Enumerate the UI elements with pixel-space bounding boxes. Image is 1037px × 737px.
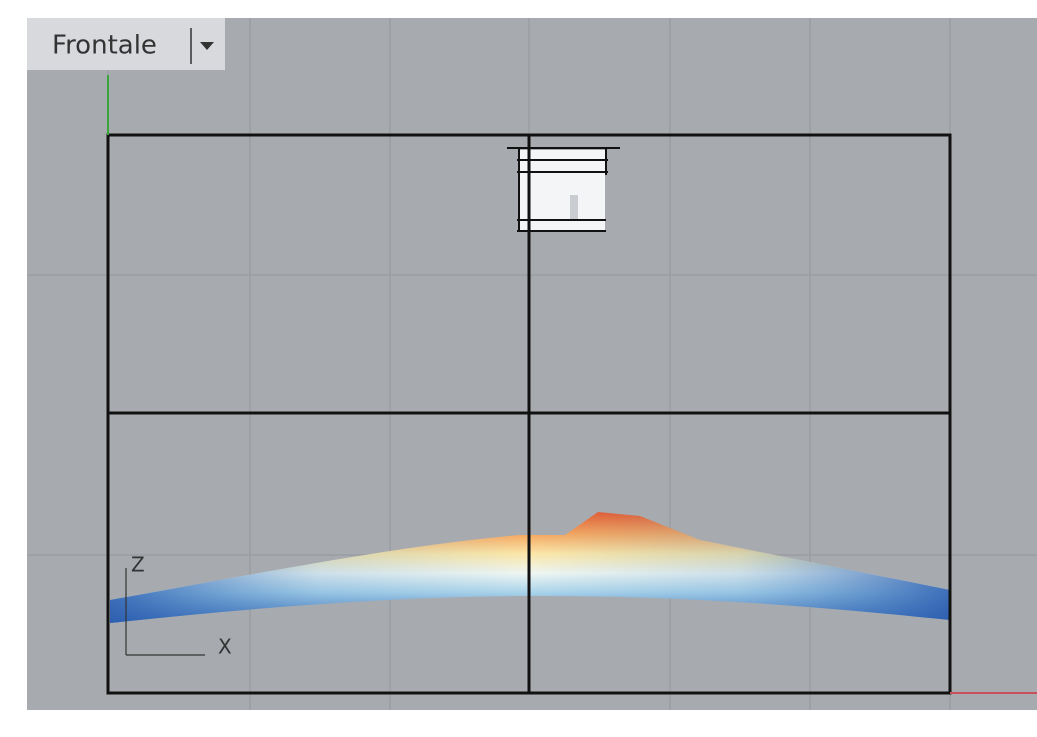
building-detail xyxy=(570,195,578,220)
viewport-tab[interactable]: Frontale xyxy=(27,18,225,70)
axis-z-label: Z xyxy=(131,553,145,577)
axis-x-label: X xyxy=(218,635,232,659)
viewport-screenshot: Z X Frontale xyxy=(0,0,1037,737)
building-object xyxy=(507,148,620,231)
building-body xyxy=(520,150,605,230)
page: Z X Frontale (() => { const data = JSON.… xyxy=(0,0,1037,737)
viewport-title[interactable]: Frontale xyxy=(52,31,157,61)
